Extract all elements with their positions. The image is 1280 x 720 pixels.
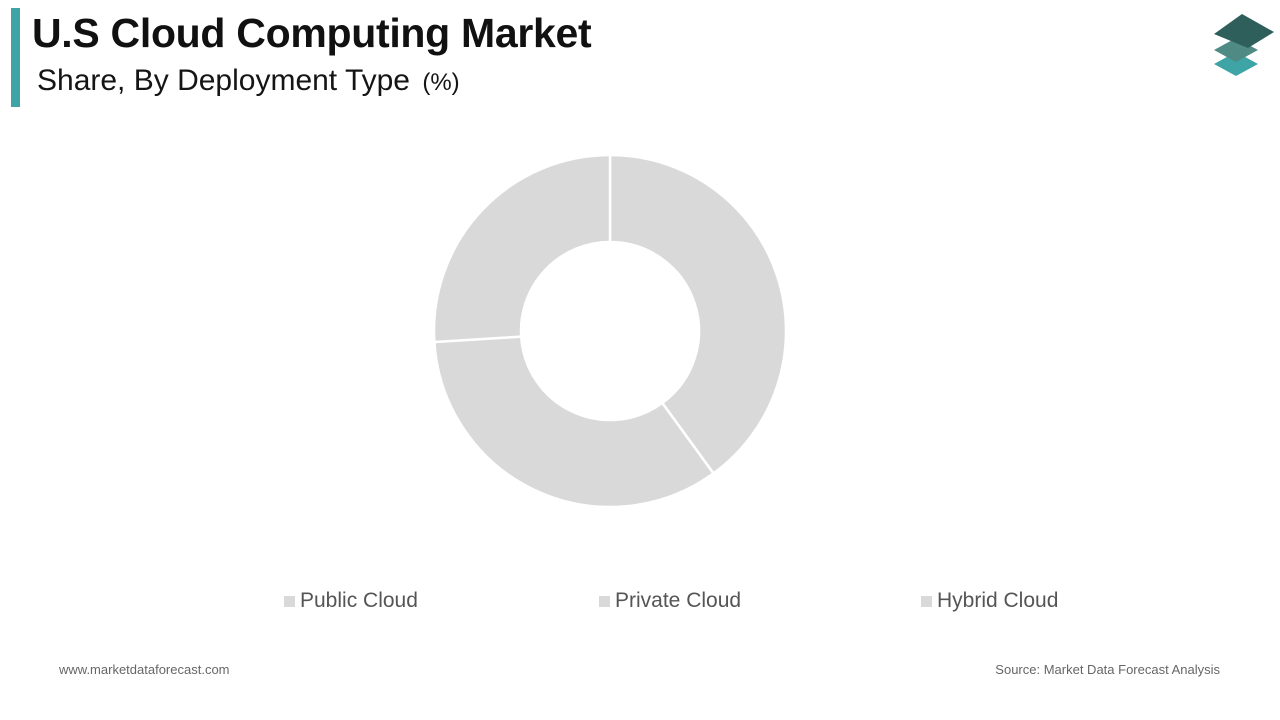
legend-swatch [284,595,295,607]
logo-layer-bottom [1214,52,1258,76]
chart-subtitle: Share, By Deployment Type (%) [37,64,460,98]
legend-label: Public Cloud [300,589,418,612]
legend-item-private-cloud: Private Cloud [599,588,741,614]
donut-slice-public-cloud [608,153,788,476]
donut-slices [432,153,788,509]
legend-item-public-cloud: Public Cloud [284,588,418,614]
legend-label: Hybrid Cloud [937,589,1059,612]
legend-label: Private Cloud [615,589,742,612]
chart-title: U.S Cloud Computing Market [32,10,592,56]
subtitle-text: Share, By Deployment Type [37,64,410,97]
legend-swatch [921,595,932,607]
logo-layer-top [1214,14,1274,48]
legend-item-hybrid-cloud: Hybrid Cloud [921,588,1058,614]
donut-slice-hybrid-cloud [432,153,612,344]
legend-swatch [599,595,610,607]
website-url: www.marketdataforecast.com [59,662,230,677]
source-note: Source: Market Data Forecast Analysis [995,662,1220,677]
donut-slice-private-cloud [433,335,716,509]
title-accent-bar [11,8,20,107]
stacked-layers-logo-icon [1214,14,1274,76]
subtitle-unit: (%) [422,69,460,96]
